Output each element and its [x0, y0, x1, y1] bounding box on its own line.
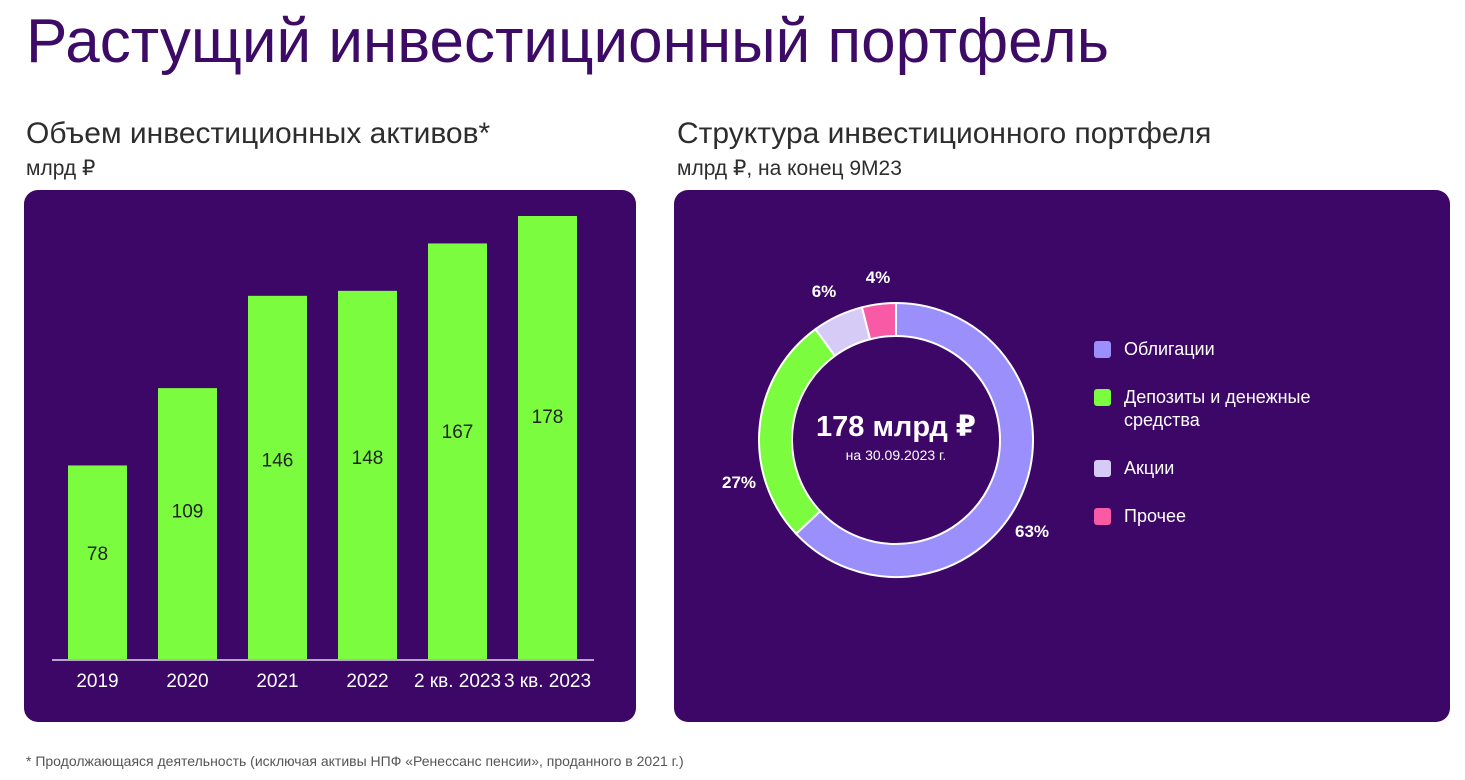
legend-label: Депозиты и денежные средства: [1124, 387, 1311, 430]
legend-item: Прочее: [1094, 505, 1394, 528]
bar-chart: 78 2019 109 2020 146 2021 148 2022 167 2 кв. 2023…: [52, 216, 594, 692]
bar-2022: [338, 290, 397, 660]
legend-item: Акции: [1094, 457, 1394, 480]
bar-category-label: 3 кв. 2023: [504, 671, 591, 692]
donut-chart-title: Структура инвестиционного портфеля: [677, 117, 1212, 150]
donut-percent-label: 6%: [812, 282, 837, 301]
donut-chart-panel: 63% 27% 6% 4% 178 млрд ₽ на 30.09.2023 г. О…: [674, 190, 1450, 722]
bar-2 кв. 2023: [428, 243, 487, 660]
bar-value-label: 148: [352, 448, 384, 469]
donut-percent-label: 27%: [722, 473, 756, 492]
bar-value-label: 78: [87, 544, 108, 565]
footnote: * Продолжающаяся деятельность (исключая …: [26, 753, 684, 769]
legend-item: Облигации: [1094, 338, 1394, 361]
bar-category-label: 2022: [346, 671, 388, 692]
donut-slice-0: [794, 301, 1034, 578]
legend-label: Акции: [1124, 458, 1175, 478]
bar-value-label: 146: [262, 451, 294, 472]
donut-center-date: на 30.09.2023 г.: [846, 447, 947, 463]
donut-chart: 63% 27% 6% 4% 178 млрд ₽ на 30.09.2023 г.: [722, 268, 1049, 578]
legend-label: Прочее: [1124, 506, 1186, 526]
legend-swatch: [1094, 460, 1111, 477]
page-title: Растущий инвестиционный портфель: [26, 7, 1110, 76]
legend-label: Облигации: [1124, 339, 1215, 359]
bar-category-label: 2019: [76, 671, 118, 692]
bar-2020: [158, 388, 217, 660]
donut-slice-3: [860, 301, 897, 341]
bar-chart-unit: млрд ₽: [26, 157, 96, 180]
bar-value-label: 178: [532, 407, 564, 428]
legend-item: Депозиты и денежные средства: [1094, 386, 1394, 432]
bar-category-label: 2021: [256, 671, 298, 692]
bar-category-label: 2020: [166, 671, 208, 692]
bar-3 кв. 2023: [518, 216, 577, 660]
bar-chart-title: Объем инвестиционных активов*: [26, 117, 491, 150]
legend-swatch: [1094, 389, 1111, 406]
donut-percent-label: 4%: [866, 268, 891, 287]
bar-chart-panel: 78 2019 109 2020 146 2021 148 2022 167 2 кв. 2023…: [24, 190, 636, 722]
donut-chart-unit: млрд ₽, на конец 9M23: [677, 157, 902, 180]
donut-legend: Облигации Депозиты и денежные средства Акц…: [1094, 338, 1394, 553]
legend-swatch: [1094, 508, 1111, 525]
bar-value-label: 167: [442, 422, 474, 443]
legend-swatch: [1094, 341, 1111, 358]
bar-2021: [248, 295, 307, 660]
bar-category-label: 2 кв. 2023: [414, 671, 501, 692]
donut-center-value: 178 млрд ₽: [816, 411, 976, 443]
bar-2019: [68, 465, 127, 660]
donut-percent-label: 63%: [1015, 522, 1049, 541]
bar-value-label: 109: [172, 501, 204, 522]
